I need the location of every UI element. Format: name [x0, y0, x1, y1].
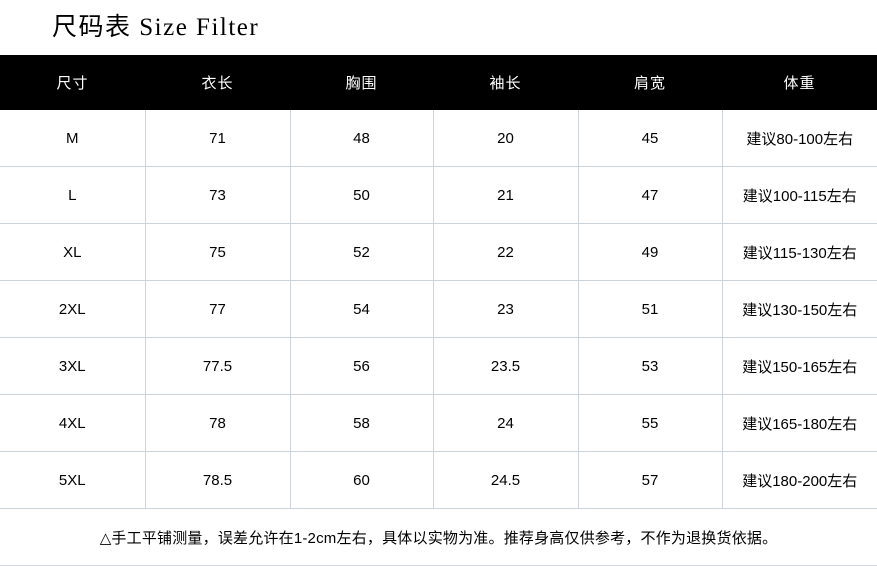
cell-length: 78	[145, 394, 291, 452]
cell-bust: 58	[290, 394, 434, 452]
cell-length: 71	[145, 110, 291, 167]
cell-bust: 54	[290, 280, 434, 338]
size-chart-table: 尺寸 衣长 胸围 袖长 肩宽 体重 M 71 48 20 45 建议80-100…	[0, 55, 877, 566]
cell-sleeve: 20	[433, 110, 579, 167]
cell-bust: 52	[290, 223, 434, 281]
measurement-disclaimer: △手工平铺测量，误差允许在1-2cm左右，具体以实物为准。推荐身高仅供参考，不作…	[0, 508, 877, 566]
cell-shoulder: 45	[578, 110, 723, 167]
cell-shoulder: 55	[578, 394, 723, 452]
table-row: 4XL 78 58 24 55 建议165-180左右	[0, 394, 877, 452]
cell-length: 77	[145, 280, 291, 338]
cell-bust: 50	[290, 166, 434, 224]
cell-sleeve: 24	[433, 394, 579, 452]
table-footer-row: △手工平铺测量，误差允许在1-2cm左右，具体以实物为准。推荐身高仅供参考，不作…	[0, 508, 877, 566]
column-header-length: 衣长	[145, 55, 290, 110]
cell-length: 77.5	[145, 337, 291, 395]
cell-size: M	[0, 110, 146, 167]
column-header-size: 尺寸	[0, 55, 145, 110]
column-header-weight: 体重	[722, 55, 877, 110]
table-body: M 71 48 20 45 建议80-100左右 L 73 50 21 47 建…	[0, 110, 877, 566]
page-title-bar: 尺码表 Size Filter	[0, 0, 877, 55]
cell-shoulder: 57	[578, 451, 723, 509]
column-header-sleeve: 袖长	[433, 55, 578, 110]
cell-length: 78.5	[145, 451, 291, 509]
cell-weight: 建议130-150左右	[722, 280, 877, 338]
cell-weight: 建议100-115左右	[722, 166, 877, 224]
cell-shoulder: 49	[578, 223, 723, 281]
cell-sleeve: 22	[433, 223, 579, 281]
column-header-shoulder: 肩宽	[578, 55, 722, 110]
cell-bust: 60	[290, 451, 434, 509]
cell-size: 4XL	[0, 394, 146, 452]
cell-shoulder: 53	[578, 337, 723, 395]
cell-shoulder: 47	[578, 166, 723, 224]
cell-length: 75	[145, 223, 291, 281]
table-row: M 71 48 20 45 建议80-100左右	[0, 110, 877, 167]
cell-sleeve: 23.5	[433, 337, 579, 395]
table-row: L 73 50 21 47 建议100-115左右	[0, 166, 877, 224]
page-title: 尺码表 Size Filter	[52, 14, 260, 41]
cell-size: 2XL	[0, 280, 146, 338]
cell-weight: 建议80-100左右	[722, 110, 877, 167]
table-row: 2XL 77 54 23 51 建议130-150左右	[0, 280, 877, 338]
cell-shoulder: 51	[578, 280, 723, 338]
cell-sleeve: 21	[433, 166, 579, 224]
cell-weight: 建议150-165左右	[722, 337, 877, 395]
cell-weight: 建议115-130左右	[722, 223, 877, 281]
cell-bust: 56	[290, 337, 434, 395]
cell-sleeve: 24.5	[433, 451, 579, 509]
table-row: 5XL 78.5 60 24.5 57 建议180-200左右	[0, 451, 877, 509]
cell-weight: 建议165-180左右	[722, 394, 877, 452]
cell-weight: 建议180-200左右	[722, 451, 877, 509]
column-header-bust: 胸围	[290, 55, 433, 110]
table-header-row: 尺寸 衣长 胸围 袖长 肩宽 体重	[0, 55, 877, 110]
cell-bust: 48	[290, 110, 434, 167]
table-row: XL 75 52 22 49 建议115-130左右	[0, 223, 877, 281]
cell-size: 5XL	[0, 451, 146, 509]
cell-size: 3XL	[0, 337, 146, 395]
cell-sleeve: 23	[433, 280, 579, 338]
cell-size: XL	[0, 223, 146, 281]
cell-length: 73	[145, 166, 291, 224]
table-row: 3XL 77.5 56 23.5 53 建议150-165左右	[0, 337, 877, 395]
cell-size: L	[0, 166, 146, 224]
table-header: 尺寸 衣长 胸围 袖长 肩宽 体重	[0, 55, 877, 110]
